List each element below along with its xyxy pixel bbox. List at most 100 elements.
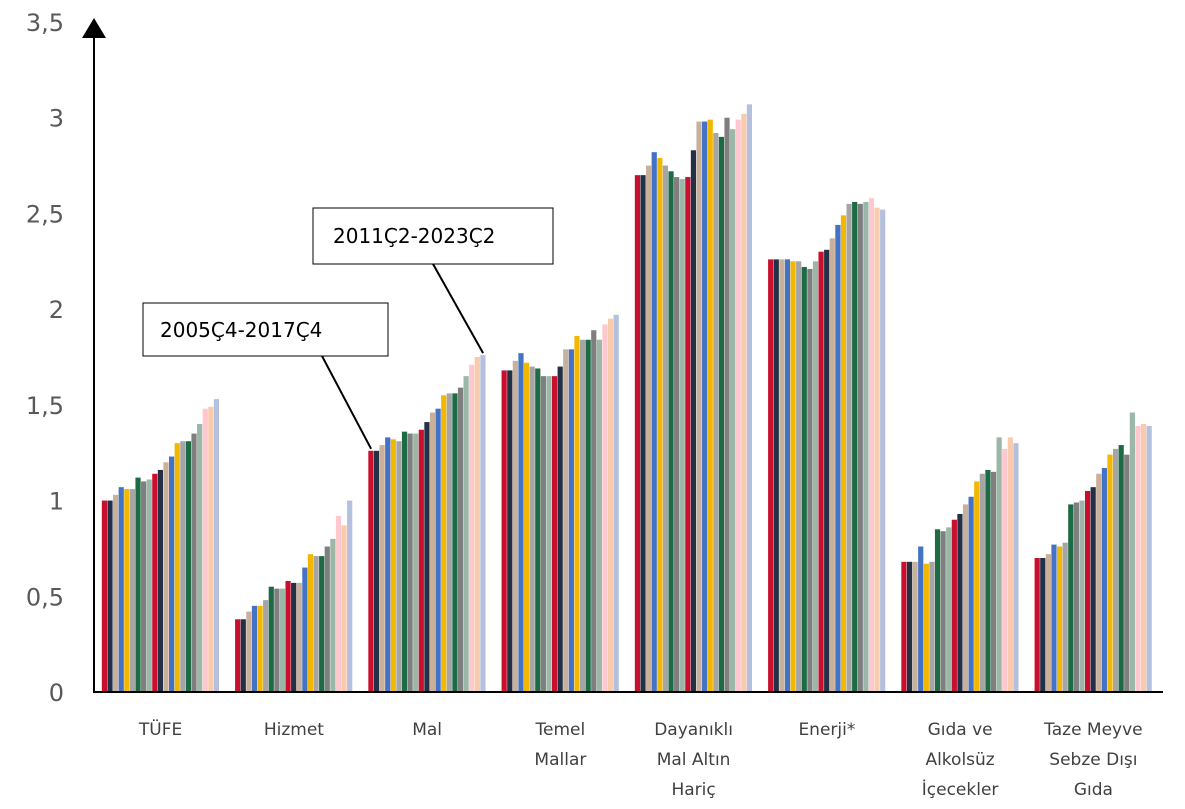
bar — [741, 113, 747, 692]
bar — [474, 357, 480, 692]
bar — [690, 150, 697, 692]
bar — [418, 429, 424, 692]
y-tick-label: 2,5 — [26, 200, 64, 228]
callout-label: 2011Ç2-2023Ç2 — [333, 224, 495, 248]
bar — [390, 439, 396, 692]
callouts: 2005Ç4-2017Ç4 2011Ç2-2023Ç2 — [142, 207, 554, 450]
x-tick-line: Taze Meyve — [1043, 720, 1142, 740]
bar — [368, 450, 374, 692]
bar — [540, 376, 546, 692]
bar — [707, 119, 713, 692]
bar — [968, 496, 974, 692]
bar — [319, 556, 325, 692]
bar — [646, 165, 652, 692]
bar — [1062, 542, 1068, 692]
bar — [962, 504, 969, 692]
bar — [735, 119, 741, 692]
bar — [435, 408, 441, 692]
x-tick-label: Hizmet — [264, 720, 324, 740]
x-tick-line: Mallar — [534, 750, 586, 770]
bar — [912, 561, 918, 692]
bar — [113, 494, 119, 692]
bar — [874, 207, 880, 692]
x-tick-line: Temel — [535, 720, 586, 740]
bar — [1002, 448, 1008, 692]
bar — [668, 171, 674, 692]
x-tick-line: TÜFE — [138, 718, 182, 740]
bar — [640, 175, 646, 692]
bar — [746, 104, 753, 692]
x-tick-line: Mal Altın — [657, 750, 731, 770]
callout-leader-line — [432, 263, 484, 354]
bar — [790, 261, 796, 692]
bar — [1034, 558, 1040, 692]
bar — [174, 443, 180, 692]
bar — [251, 605, 258, 692]
bar — [1129, 412, 1135, 692]
y-tick-label: 3,5 — [26, 9, 64, 37]
bar — [347, 500, 353, 692]
bar — [812, 261, 819, 692]
bar — [796, 261, 802, 692]
x-tick-line: Gıda — [1074, 780, 1113, 800]
bar — [863, 201, 869, 692]
y-tick-label: 1 — [49, 488, 64, 516]
bar — [685, 177, 691, 692]
bar — [846, 203, 852, 693]
y-axis-ticks: 0 0,5 1 1,5 2 2,5 3 3,5 — [26, 9, 64, 707]
bar — [307, 554, 314, 692]
bar — [279, 588, 286, 692]
y-tick-label: 3 — [49, 105, 64, 133]
bar — [107, 500, 113, 692]
bar — [1007, 437, 1013, 692]
y-axis-arrow-icon — [82, 18, 106, 38]
bar — [880, 209, 886, 692]
bar — [413, 433, 419, 692]
callout-label: 2005Ç4-2017Ç4 — [160, 318, 322, 342]
bar — [801, 267, 807, 692]
bar — [979, 473, 985, 692]
x-tick-label: Mal — [412, 720, 442, 740]
bar — [773, 259, 779, 692]
y-tick-label: 1,5 — [26, 392, 64, 420]
bar — [990, 471, 997, 692]
bar — [535, 368, 541, 692]
bar — [274, 588, 280, 692]
bar — [507, 370, 513, 692]
x-tick-label: Enerji* — [798, 720, 855, 740]
x-tick-label: Taze Meyve Sebze Dışı Gıda — [1043, 720, 1142, 800]
bar — [1068, 504, 1074, 692]
bar — [824, 249, 830, 693]
x-tick-line: Alkolsüz — [925, 750, 994, 770]
bar — [901, 561, 907, 692]
bar — [480, 355, 486, 692]
bar — [651, 152, 657, 693]
bar — [1107, 454, 1113, 692]
y-tick-label: 2 — [49, 296, 64, 324]
bar — [341, 525, 347, 692]
bar — [1013, 443, 1019, 692]
bar — [951, 519, 957, 692]
bar — [1073, 502, 1079, 692]
bars — [101, 104, 1152, 693]
x-tick-line: Dayanıklı — [654, 720, 733, 740]
axes — [82, 18, 1163, 693]
bar — [197, 424, 203, 692]
x-tick-line: Enerji* — [798, 720, 855, 740]
bar — [1084, 491, 1091, 692]
bar — [463, 376, 469, 692]
bar — [946, 527, 952, 692]
bar — [257, 605, 263, 692]
bar — [1118, 445, 1124, 692]
bar — [379, 445, 385, 692]
bar — [240, 619, 246, 692]
bar — [940, 531, 946, 692]
bar — [401, 431, 408, 692]
bar — [996, 437, 1002, 692]
bar — [529, 366, 535, 692]
bar — [163, 462, 169, 692]
x-axis-ticks: TÜFE Hizmet Mal Temel Mallar Dayanıklı Mal Alt… — [138, 718, 1143, 800]
bar — [829, 238, 835, 692]
bar — [330, 538, 336, 692]
bar — [974, 481, 980, 692]
